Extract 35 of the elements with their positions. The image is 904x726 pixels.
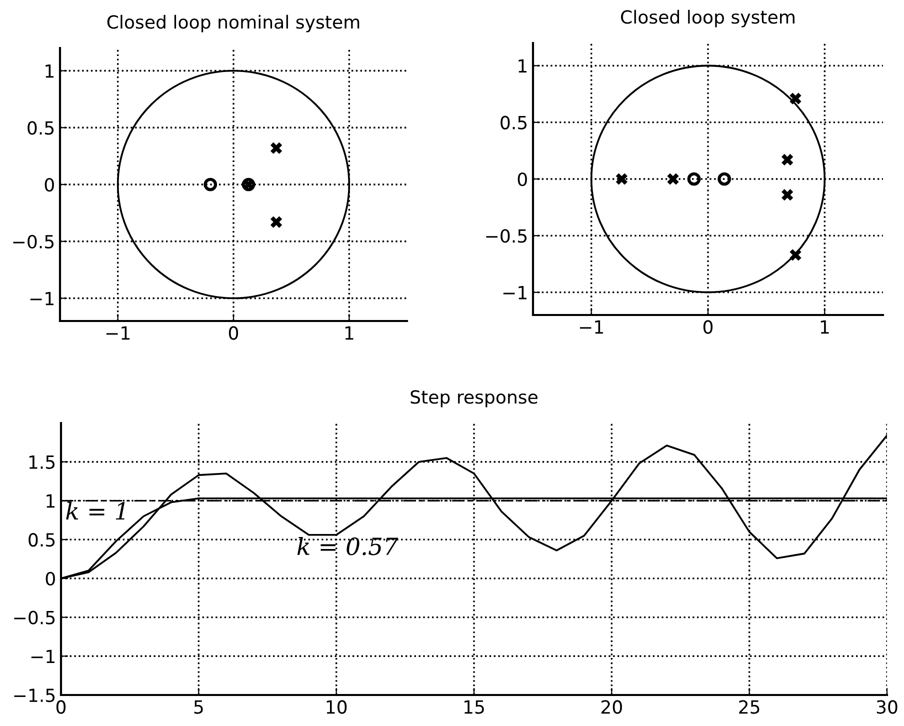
y-tick-label: −0.5: [13, 234, 54, 248]
x-tick-label: 25: [739, 700, 760, 714]
x-tick-label: −1: [106, 326, 130, 340]
x-tick-label: 0: [703, 320, 713, 334]
y-tick-label: 1: [46, 494, 54, 508]
x-tick-label: 1: [820, 320, 829, 334]
y-tick-label: 0.5: [28, 533, 55, 547]
y-tick-label: −1.5: [14, 688, 55, 702]
annotation: k = 1: [66, 502, 125, 520]
x-tick-label: 10: [326, 700, 347, 714]
x-tick-label: 15: [464, 700, 484, 714]
x-tick-label: 0: [228, 326, 238, 340]
x-tick-label: 1: [345, 326, 354, 340]
y-tick-label: 0: [44, 178, 54, 192]
y-tick-label: −1: [503, 286, 526, 300]
chart-title: Closed loop system: [621, 10, 794, 28]
y-tick-label: −1: [30, 292, 54, 306]
y-tick-label: 1.5: [29, 456, 55, 469]
x-tick-label: 20: [602, 700, 622, 714]
y-tick-label: 0: [518, 172, 527, 186]
y-tick-label: 0.5: [500, 116, 527, 130]
x-tick-label: 0: [56, 700, 66, 714]
x-tick-label: −1: [580, 320, 603, 334]
y-tick-label: −1: [31, 650, 54, 664]
y-tick-label: −0.5: [486, 229, 527, 243]
x-tick-label: 5: [194, 700, 203, 714]
y-tick-label: 0: [46, 572, 55, 586]
annotation: k = 0.57: [297, 536, 398, 556]
y-tick-label: 0.5: [28, 121, 54, 135]
y-tick-label: −0.5: [14, 610, 55, 624]
x-tick-label: 30: [876, 700, 898, 714]
chart-title: Step response: [410, 390, 538, 408]
y-tick-label: 1: [46, 64, 54, 78]
y-tick-label: 1: [518, 59, 526, 73]
chart-title: Closed loop nominal system: [107, 14, 360, 32]
